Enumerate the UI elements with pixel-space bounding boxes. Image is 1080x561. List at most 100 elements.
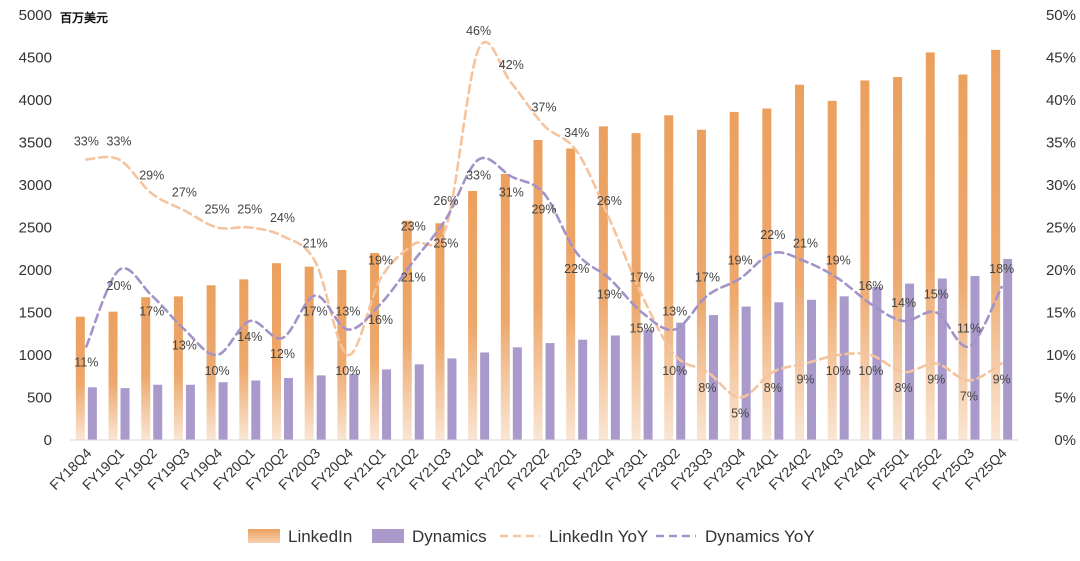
linkedin-yoy-label: 37% bbox=[531, 101, 556, 115]
left-tick-label: 4000 bbox=[19, 92, 52, 109]
dynamics-bar bbox=[382, 369, 392, 440]
linkedin-yoy-label: 17% bbox=[630, 271, 655, 285]
linkedin-bar bbox=[795, 84, 805, 440]
legend-label: Dynamics YoY bbox=[705, 527, 815, 546]
linkedin-yoy-label: 25% bbox=[205, 203, 230, 217]
dynamics-yoy-label: 26% bbox=[433, 194, 458, 208]
dynamics-yoy-label: 11% bbox=[74, 356, 98, 370]
linkedin-yoy-label: 29% bbox=[139, 169, 164, 183]
linkedin-bar bbox=[337, 270, 347, 440]
linkedin-yoy-label: 33% bbox=[74, 135, 99, 149]
dynamics-yoy-label: 15% bbox=[630, 322, 655, 336]
dynamics-bar bbox=[349, 373, 359, 440]
linkedin-bar bbox=[991, 49, 1001, 440]
linkedin-yoy-label: 10% bbox=[335, 364, 360, 378]
dynamics-bar bbox=[185, 384, 195, 440]
linkedin-yoy-label: 33% bbox=[107, 135, 132, 149]
right-tick-label: 15% bbox=[1046, 305, 1076, 322]
dynamics-yoy-label: 29% bbox=[531, 203, 556, 217]
linkedin-bar bbox=[566, 148, 576, 440]
linkedin-yoy-label: 27% bbox=[172, 186, 197, 200]
dynamics-bar bbox=[807, 299, 817, 440]
linkedin-bar bbox=[533, 139, 543, 440]
linkedin-yoy-line bbox=[85, 40, 1003, 399]
linkedin-bar bbox=[206, 285, 216, 440]
left-tick-label: 2000 bbox=[19, 262, 52, 279]
linkedin-yoy-label: 8% bbox=[895, 381, 913, 395]
left-tick-label: 1000 bbox=[19, 347, 52, 364]
linkedin-bar bbox=[860, 80, 870, 440]
linkedin-bar bbox=[500, 173, 510, 440]
linkedin-yoy-label: 10% bbox=[662, 364, 687, 378]
dynamics-bar bbox=[447, 358, 457, 440]
linkedin-yoy-label: 10% bbox=[826, 364, 851, 378]
dynamics-yoy-label: 10% bbox=[205, 364, 230, 378]
left-tick-label: 2500 bbox=[19, 220, 52, 237]
dynamics-yoy-label: 19% bbox=[728, 254, 753, 268]
dynamics-bar bbox=[676, 322, 686, 440]
right-tick-label: 0% bbox=[1054, 432, 1076, 449]
linkedin-yoy-label: 24% bbox=[270, 211, 295, 225]
linkedin-bar bbox=[239, 279, 249, 440]
dynamics-bar bbox=[218, 382, 228, 440]
left-tick-label: 5000 bbox=[19, 7, 52, 24]
linkedin-yoy-label: 23% bbox=[401, 220, 426, 234]
dynamics-yoy-label: 16% bbox=[858, 279, 883, 293]
dynamics-yoy-label: 20% bbox=[107, 279, 132, 293]
dynamics-yoy-label: 12% bbox=[270, 347, 295, 361]
yoy-lines bbox=[85, 40, 1003, 399]
dynamics-yoy-label: 17% bbox=[139, 305, 164, 319]
dynamics-bar bbox=[610, 335, 620, 440]
linkedin-bar bbox=[958, 74, 968, 440]
linkedin-bar bbox=[304, 266, 314, 440]
dynamics-yoy-label: 22% bbox=[760, 228, 785, 242]
linkedin-yoy-label: 9% bbox=[993, 373, 1011, 387]
dynamics-bar bbox=[283, 377, 293, 440]
dynamics-yoy-label: 16% bbox=[368, 313, 393, 327]
linkedin-bar bbox=[108, 311, 118, 440]
dynamics-yoy-label: 21% bbox=[793, 237, 818, 251]
dynamics-bar bbox=[414, 364, 424, 440]
dynamics-bar bbox=[545, 343, 555, 440]
legend-label: LinkedIn YoY bbox=[549, 527, 648, 546]
dynamics-bar bbox=[905, 283, 915, 440]
dynamics-bar bbox=[741, 306, 751, 440]
linkedin-bar bbox=[664, 115, 674, 441]
dynamics-yoy-label: 11% bbox=[957, 322, 981, 336]
right-tick-label: 45% bbox=[1046, 50, 1076, 67]
right-tick-label: 25% bbox=[1046, 220, 1076, 237]
left-tick-label: 3000 bbox=[19, 177, 52, 194]
dynamics-yoy-label: 19% bbox=[826, 254, 851, 268]
dynamics-yoy-label: 13% bbox=[172, 339, 197, 353]
linkedin-bar bbox=[402, 220, 412, 440]
dynamics-yoy-line bbox=[85, 156, 1003, 357]
dynamics-yoy-label: 19% bbox=[597, 288, 622, 302]
left-axis: 0 500 1000 1500 2000 2500 3000 3500 4000 4500 5000 bbox=[19, 7, 52, 449]
linkedin-yoy-label: 19% bbox=[368, 254, 393, 268]
linkedin-yoy-label: 9% bbox=[796, 373, 814, 387]
linkedin-bar bbox=[925, 52, 935, 441]
legend-label: LinkedIn bbox=[288, 527, 352, 546]
linkedin-yoy-label: 7% bbox=[960, 390, 978, 404]
data-labels: 33% 33% 29% 27% 25% 25% 24% 21% 10% 19% 23% 25% 46% 4… bbox=[74, 24, 1014, 421]
legend-label: Dynamics bbox=[412, 527, 487, 546]
linkedin-bar bbox=[468, 190, 478, 440]
dynamics-yoy-label: 18% bbox=[989, 262, 1014, 276]
linkedin-bar bbox=[598, 126, 608, 440]
linkedin-yoy-label: 25% bbox=[433, 237, 458, 251]
dynamics-yoy-label: 31% bbox=[499, 186, 524, 200]
linkedin-yoy-label: 8% bbox=[698, 381, 716, 395]
linkedin-yoy-label: 26% bbox=[597, 194, 622, 208]
linkedin-yoy-label: 8% bbox=[764, 381, 782, 395]
linkedin-yoy-label: 46% bbox=[466, 24, 491, 38]
right-tick-label: 10% bbox=[1046, 347, 1076, 364]
right-axis: 0% 5% 10% 15% 20% 25% 30% 35% 40% 45% 50% bbox=[1046, 7, 1076, 449]
linkedin-bar bbox=[729, 111, 739, 441]
linkedin-bar bbox=[696, 129, 706, 440]
dynamics-bar bbox=[1003, 258, 1013, 440]
y-unit-label: 百万美元 bbox=[60, 10, 108, 25]
dynamics-yoy-label: 22% bbox=[564, 262, 589, 276]
dynamics-bar bbox=[120, 388, 130, 440]
right-tick-label: 40% bbox=[1046, 92, 1076, 109]
